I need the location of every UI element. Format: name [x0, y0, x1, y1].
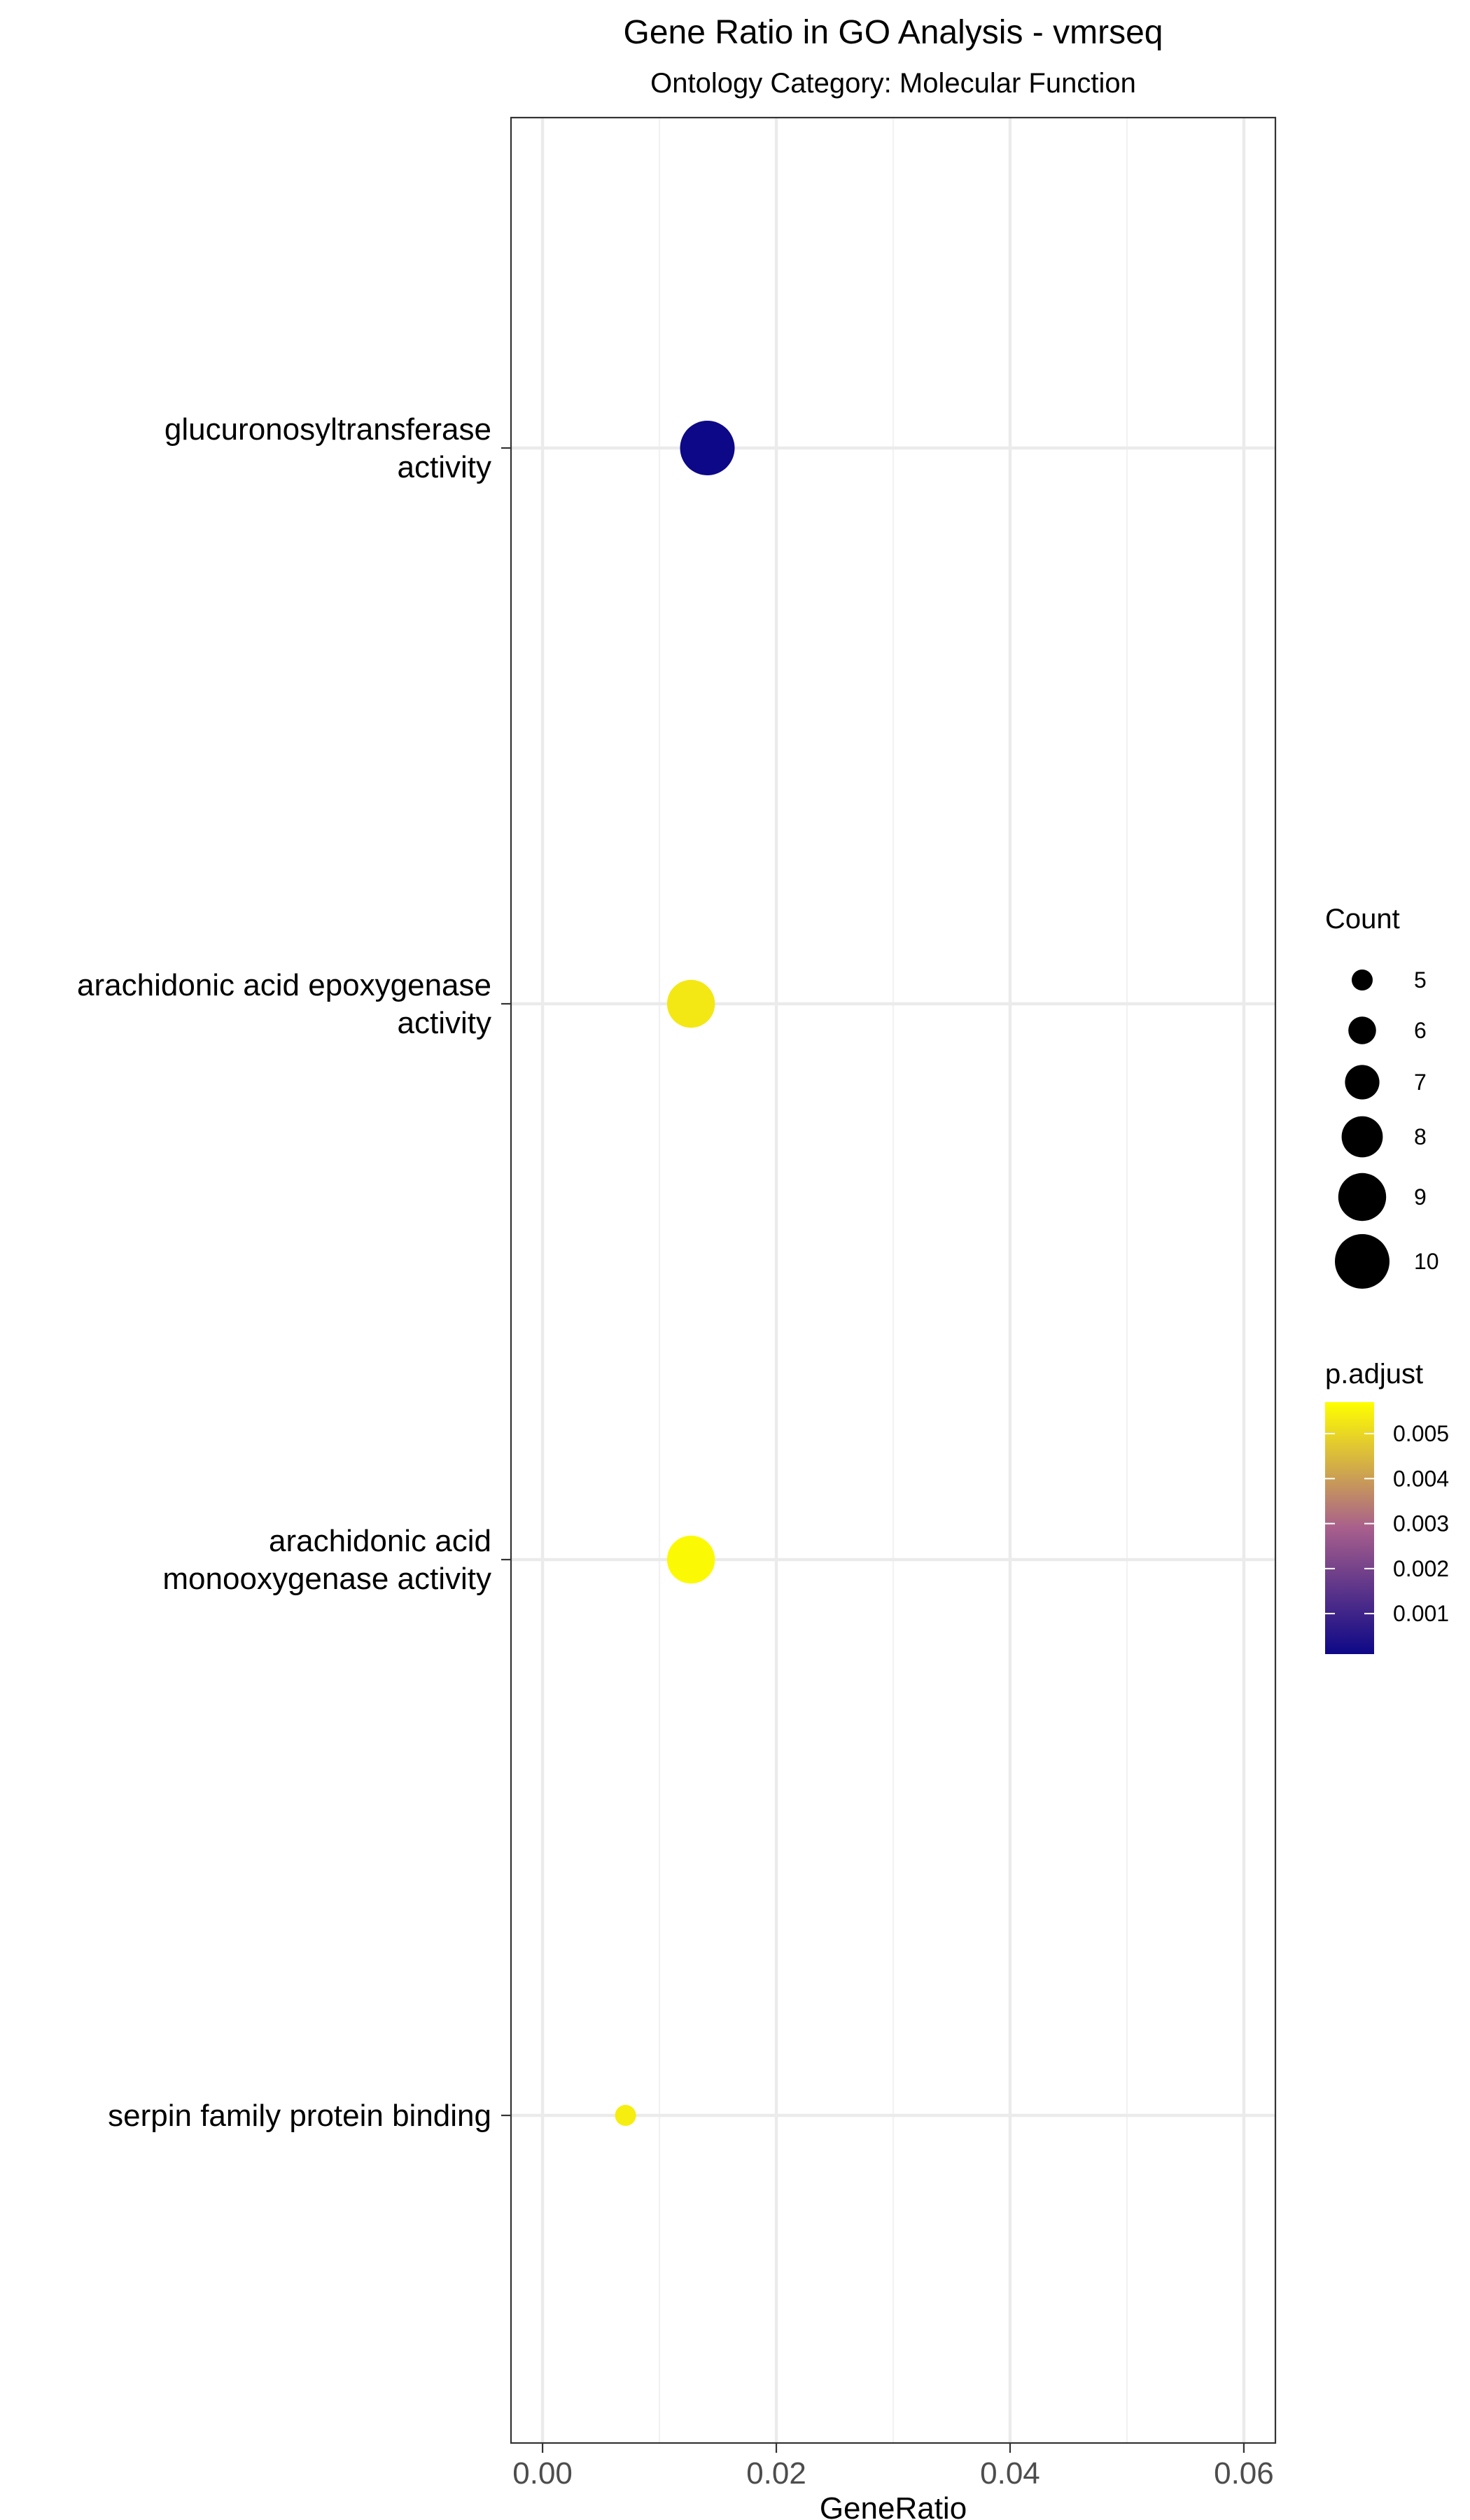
color-legend-label: 0.005	[1393, 1421, 1449, 1446]
y-category-label: glucuronosyltransferase	[164, 412, 491, 447]
color-legend-label: 0.002	[1393, 1556, 1449, 1581]
size-legend-key	[1335, 1234, 1390, 1289]
data-point	[615, 2105, 636, 2126]
data-point	[666, 1535, 715, 1584]
color-legend-label: 0.003	[1393, 1511, 1449, 1536]
x-axis-title: GeneRatio	[820, 2491, 967, 2520]
y-category-label: activity	[398, 450, 491, 484]
y-category-label: monooxygenase activity	[162, 1562, 491, 1596]
color-legend-bar	[1325, 1402, 1374, 1654]
size-legend-label: 9	[1414, 1184, 1427, 1210]
size-legend-key	[1345, 1065, 1380, 1100]
y-category-label: arachidonic acid epoxygenase	[77, 968, 491, 1002]
data-point	[666, 979, 715, 1028]
chart-title: Gene Ratio in GO Analysis - vmrseq	[624, 14, 1163, 51]
size-legend-key	[1352, 969, 1373, 990]
size-legend-key	[1338, 1172, 1387, 1222]
y-category-label: activity	[398, 1006, 491, 1040]
size-legend: 5 6 7 8 9 10	[1335, 967, 1439, 1289]
y-category-label: arachidonic acid	[269, 1524, 491, 1558]
color-legend-label: 0.001	[1393, 1601, 1449, 1626]
chart-subtitle: Ontology Category: Molecular Function	[650, 68, 1136, 99]
color-legend-title: p.adjust	[1325, 1359, 1423, 1390]
size-legend-label: 8	[1414, 1124, 1427, 1149]
size-legend-label: 6	[1414, 1018, 1427, 1043]
grid	[511, 118, 1275, 2443]
size-legend-label: 7	[1414, 1070, 1427, 1095]
size-legend-label: 10	[1414, 1249, 1439, 1274]
y-category-label: serpin family protein binding	[108, 2099, 491, 2133]
data-points	[615, 421, 735, 2126]
x-tick-label: 0.02	[746, 2456, 806, 2491]
size-legend-label: 5	[1414, 967, 1427, 993]
x-tick-label: 0.04	[980, 2456, 1040, 2491]
x-axis: 0.00 0.02 0.04 0.06	[512, 2443, 1274, 2491]
x-tick-label: 0.06	[1214, 2456, 1274, 2491]
size-legend-title: Count	[1325, 904, 1400, 934]
color-legend-ticks: 0.001 0.002 0.003 0.004 0.005	[1325, 1421, 1449, 1626]
color-legend-label: 0.004	[1393, 1466, 1449, 1491]
size-legend-key	[1341, 1116, 1383, 1158]
data-point	[680, 421, 735, 475]
y-axis: glucuronosyltransferaseactivityarachidon…	[77, 412, 511, 2133]
plot-panel-border	[510, 116, 1277, 2444]
x-tick-label: 0.00	[512, 2456, 573, 2491]
size-legend-key	[1348, 1016, 1376, 1044]
